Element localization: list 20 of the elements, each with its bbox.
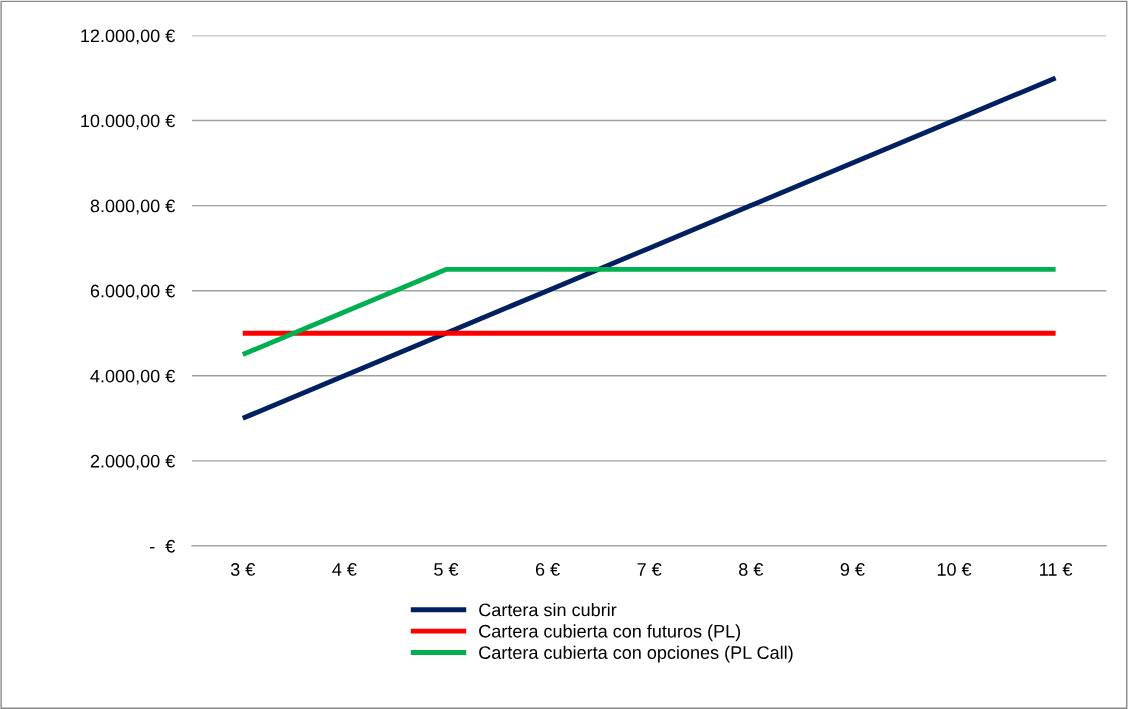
legend-label: Cartera cubierta con opciones (PL Call) [479,645,793,663]
legend-label: Cartera cubierta con futuros (PL) [479,624,741,642]
x-tick-label: 5 € [434,563,459,576]
x-tick-label: 11 € [1040,563,1073,576]
x-tick-label: 7 € [637,563,662,576]
x-tick-label: 4 € [332,563,357,576]
y-tick-label: 2.000,00 € [90,454,176,470]
line-series [240,75,1059,421]
x-tick-label: 8 € [739,563,764,576]
x-tick-label: 10 € [937,563,972,576]
x-tick-label: 3 € [230,563,256,576]
legend-label: Cartera sin cubrir [479,603,617,617]
y-tick-label: 8.000,00 € [90,199,176,215]
x-tick-label: 9 € [840,563,865,576]
y-tick-label: 10.000,00 € [81,114,176,130]
y-tick-label: 4.000,00 € [90,369,176,385]
y-tick-label: 6.000,00 € [90,284,176,300]
x-tick-label: 6 € [535,563,560,576]
y-tick-label: - € [149,539,176,553]
y-tick-label: 12.000,00 € [81,29,176,45]
